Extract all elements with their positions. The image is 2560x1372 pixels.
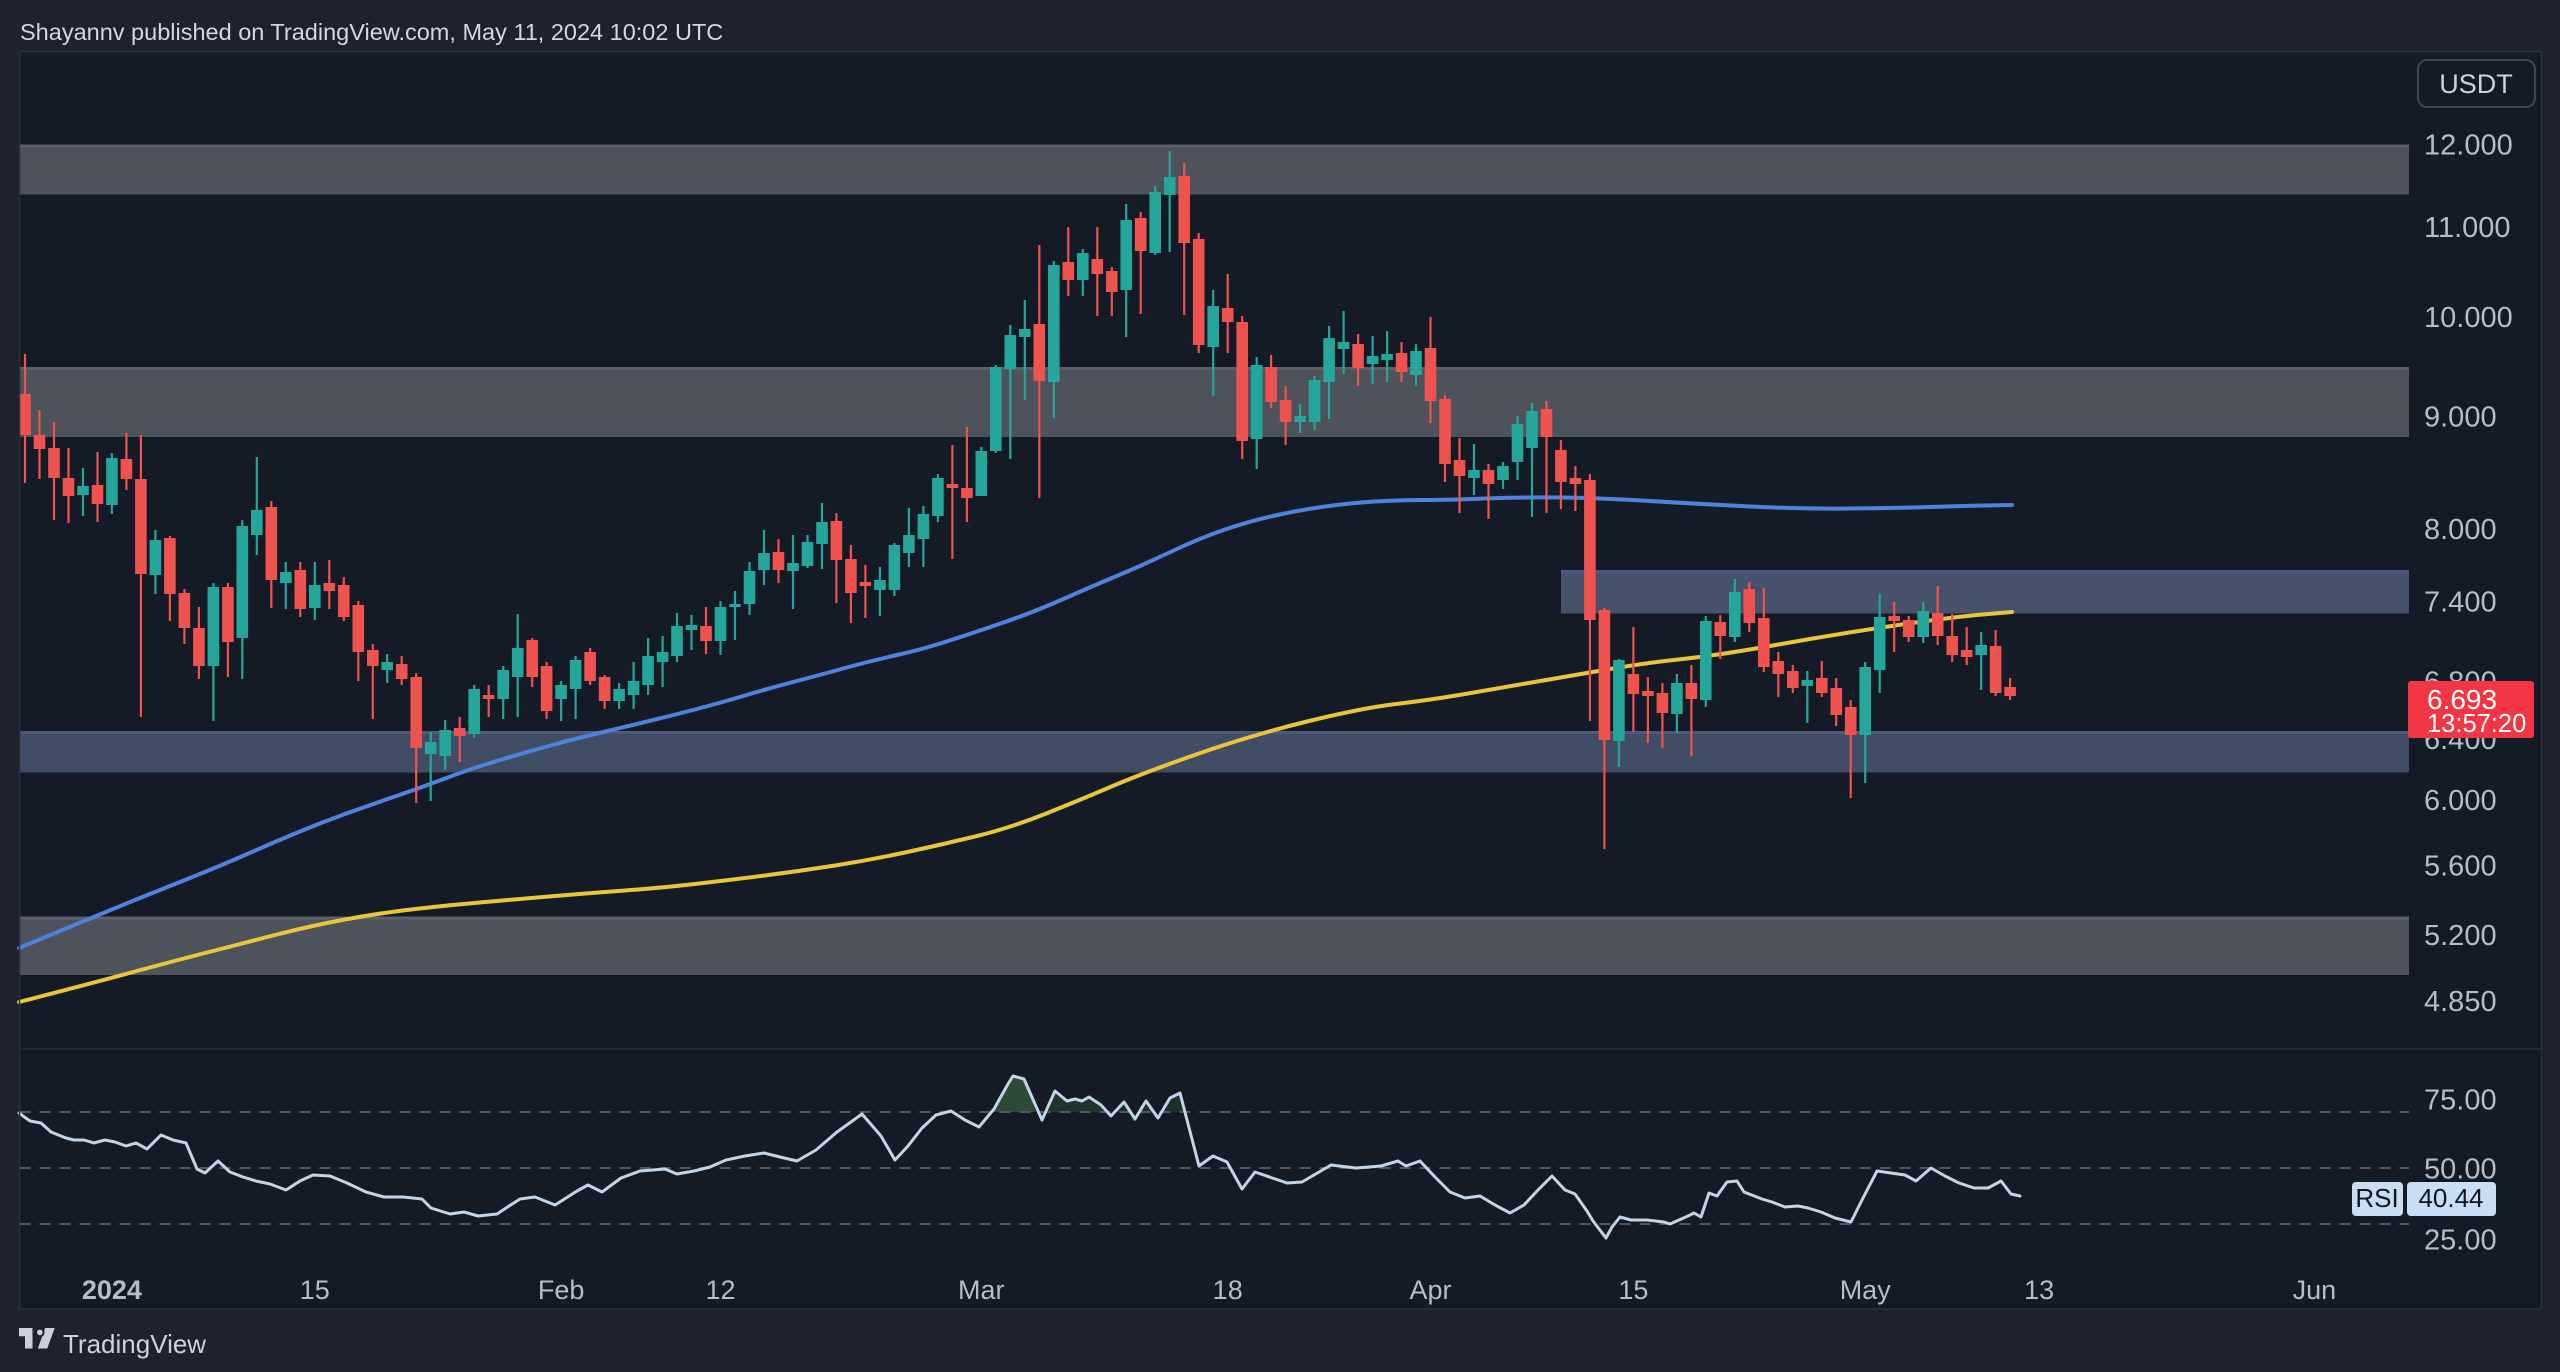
svg-text:13:57:20: 13:57:20 (2427, 710, 2526, 738)
svg-text:12.000: 12.000 (2424, 130, 2513, 162)
svg-text:8.000: 8.000 (2424, 514, 2497, 546)
svg-text:18: 18 (1213, 1275, 1243, 1305)
svg-text:7.400: 7.400 (2424, 587, 2497, 619)
svg-text:Shayannv published on TradingV: Shayannv published on TradingView.com, M… (20, 19, 723, 45)
svg-text:May: May (1840, 1275, 1892, 1305)
svg-text:40.44: 40.44 (2418, 1183, 2483, 1213)
svg-text:15: 15 (300, 1275, 330, 1305)
svg-text:15: 15 (1618, 1275, 1648, 1305)
svg-text:Mar: Mar (958, 1275, 1005, 1305)
svg-text:6.000: 6.000 (2424, 785, 2497, 817)
svg-text:75.00: 75.00 (2424, 1084, 2497, 1116)
svg-text:5.200: 5.200 (2424, 920, 2497, 952)
svg-text:9.000: 9.000 (2424, 402, 2497, 434)
svg-text:25.00: 25.00 (2424, 1225, 2497, 1257)
svg-text:5.600: 5.600 (2424, 851, 2497, 883)
svg-text:4.850: 4.850 (2424, 986, 2497, 1018)
svg-text:6.693: 6.693 (2427, 684, 2497, 715)
svg-text:50.00: 50.00 (2424, 1154, 2497, 1186)
svg-text:13: 13 (2024, 1275, 2054, 1305)
svg-text:12: 12 (705, 1275, 735, 1305)
svg-text:10.000: 10.000 (2424, 302, 2513, 334)
svg-text:USDT: USDT (2439, 69, 2513, 99)
svg-text:Feb: Feb (538, 1275, 585, 1305)
svg-text:Jun: Jun (2293, 1275, 2337, 1305)
svg-text:11.000: 11.000 (2424, 212, 2511, 244)
svg-text:TradingView: TradingView (63, 1329, 206, 1359)
svg-text:RSI: RSI (2355, 1183, 2398, 1213)
svg-text:Apr: Apr (1409, 1275, 1451, 1305)
svg-text:2024: 2024 (82, 1275, 142, 1305)
